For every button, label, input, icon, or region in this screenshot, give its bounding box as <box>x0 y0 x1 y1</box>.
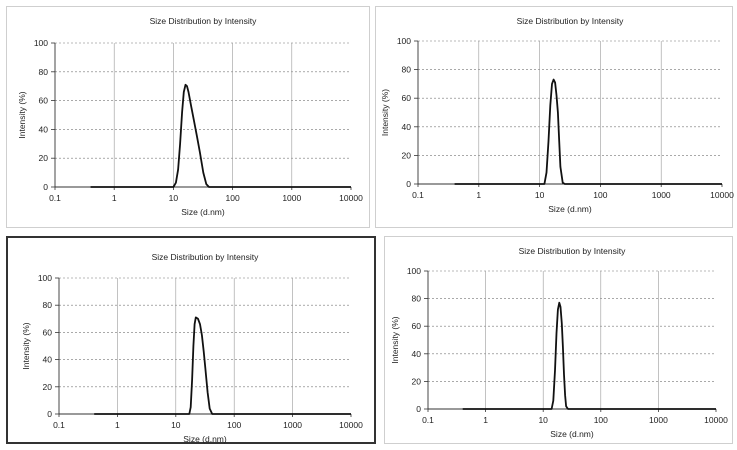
y-tick-label: 80 <box>402 65 412 75</box>
chart-svg: Size Distribution by Intensity 0 20 40 60 80 1… <box>390 246 728 439</box>
y-tick-label: 20 <box>39 153 49 163</box>
chart-svg: Size Distribution by Intensity 0 20 40 60 80 1… <box>380 16 734 214</box>
chart-title: Size Distribution by Intensity <box>152 252 260 262</box>
y-axis-label: Intensity (%) <box>17 91 27 138</box>
y-tick-label: 80 <box>412 294 422 304</box>
series-line <box>462 301 716 410</box>
x-tick-label: 1000 <box>649 415 668 425</box>
chart-panel-4: Size Distribution by Intensity 0 20 40 60 80 1… <box>384 236 733 444</box>
chart-panel-1: Size Distribution by Intensity 0 20 40 60 80 1… <box>6 6 370 228</box>
x-tick-label: 0.1 <box>412 190 424 200</box>
y-tick-label: 0 <box>43 182 48 192</box>
x-tick-label: 10 <box>169 193 179 203</box>
y-tick-label: 60 <box>412 321 422 331</box>
chart-svg: Size Distribution by Intensity 0 20 40 60 80 1… <box>17 16 363 217</box>
x-tick-label: 100 <box>227 420 241 430</box>
y-tick-label: 80 <box>39 67 49 77</box>
x-tick-label: 10 <box>171 420 181 430</box>
chart-panel-3: Size Distribution by Intensity 0 20 40 60 80 1… <box>6 236 376 444</box>
x-tick-label: 10000 <box>339 420 363 430</box>
x-tick-label: 100 <box>594 415 608 425</box>
y-axis-label: Intensity (%) <box>390 316 400 363</box>
series-line <box>454 78 722 185</box>
x-tick-label: 0.1 <box>49 193 61 203</box>
x-tick-label: 100 <box>226 193 240 203</box>
chart-title: Size Distribution by Intensity <box>519 246 627 256</box>
x-tick-label: 1000 <box>652 190 671 200</box>
y-tick-label: 100 <box>407 266 421 276</box>
y-tick-label: 0 <box>416 404 421 414</box>
y-tick-label: 60 <box>402 93 412 103</box>
y-tick-label: 40 <box>412 349 422 359</box>
x-axis-label: Size (d.nm) <box>181 207 225 217</box>
x-tick-label: 1 <box>115 420 120 430</box>
y-tick-label: 20 <box>402 150 412 160</box>
x-tick-label: 1000 <box>282 193 301 203</box>
y-tick-label: 20 <box>43 382 53 392</box>
chart-panel-2: Size Distribution by Intensity 0 20 40 60 80 1… <box>375 6 734 228</box>
chart-title: Size Distribution by Intensity <box>517 16 625 26</box>
chart-title: Size Distribution by Intensity <box>150 16 258 26</box>
x-tick-label: 10000 <box>704 415 728 425</box>
x-tick-label: 10 <box>538 415 548 425</box>
y-tick-label: 100 <box>397 36 411 46</box>
y-tick-label: 100 <box>34 38 48 48</box>
y-tick-label: 40 <box>43 355 53 365</box>
series-line <box>94 316 351 415</box>
y-tick-label: 20 <box>412 376 422 386</box>
x-tick-label: 1 <box>476 190 481 200</box>
y-tick-label: 80 <box>43 300 53 310</box>
y-axis-label: Intensity (%) <box>21 322 31 369</box>
x-axis-label: Size (d.nm) <box>183 434 227 444</box>
series-line <box>90 83 351 188</box>
y-tick-label: 0 <box>406 179 411 189</box>
x-tick-label: 1 <box>112 193 117 203</box>
x-tick-label: 0.1 <box>53 420 65 430</box>
x-axis-label: Size (d.nm) <box>548 204 592 214</box>
x-tick-label: 100 <box>593 190 607 200</box>
x-tick-label: 10000 <box>339 193 363 203</box>
chart-svg: Size Distribution by Intensity 0 20 40 60 80 1… <box>21 252 363 444</box>
y-tick-label: 60 <box>43 327 53 337</box>
x-tick-label: 1 <box>483 415 488 425</box>
y-tick-label: 40 <box>39 124 49 134</box>
x-tick-label: 1000 <box>283 420 302 430</box>
y-tick-label: 40 <box>402 122 412 132</box>
y-tick-label: 100 <box>38 273 52 283</box>
x-tick-label: 10 <box>535 190 545 200</box>
x-axis-label: Size (d.nm) <box>550 429 594 439</box>
y-axis-label: Intensity (%) <box>380 89 390 136</box>
x-tick-label: 0.1 <box>422 415 434 425</box>
x-tick-label: 10000 <box>710 190 734 200</box>
y-tick-label: 0 <box>47 409 52 419</box>
y-tick-label: 60 <box>39 96 49 106</box>
